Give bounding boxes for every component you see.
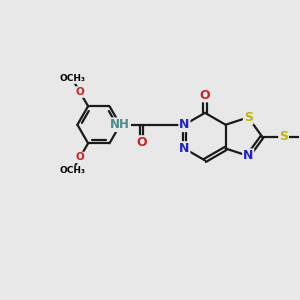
- Text: NH: NH: [110, 118, 130, 131]
- Text: O: O: [136, 136, 147, 149]
- Text: N: N: [179, 118, 190, 131]
- Text: O: O: [76, 87, 84, 97]
- Text: OCH₃: OCH₃: [59, 166, 85, 175]
- Text: O: O: [76, 152, 84, 162]
- Text: O: O: [200, 88, 210, 101]
- Text: OCH₃: OCH₃: [59, 74, 85, 83]
- Text: N: N: [243, 149, 254, 162]
- Text: S: S: [279, 130, 288, 143]
- Text: N: N: [179, 142, 190, 155]
- Text: S: S: [244, 111, 253, 124]
